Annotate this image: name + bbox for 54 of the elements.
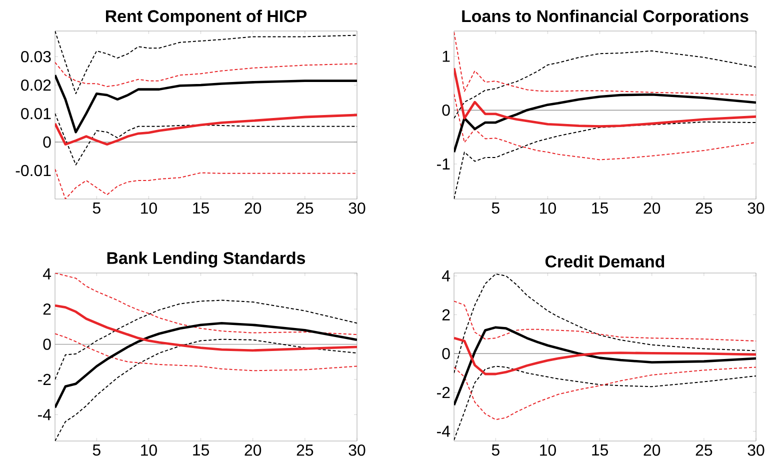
line-series — [454, 366, 756, 441]
x-tick-label: 5 — [492, 202, 500, 214]
y-tick-label: -4 — [437, 426, 450, 437]
x-tick-label: 30 — [348, 444, 366, 456]
y-tick-label: 0.03 — [21, 50, 51, 62]
y-tick-label: 0.02 — [21, 79, 51, 91]
chart-title: Bank Lending Standards — [107, 252, 306, 268]
y-tick-label: 4 — [442, 270, 450, 282]
x-tick-label: 20 — [244, 202, 262, 214]
y-tick-label: -2 — [38, 374, 51, 385]
x-tick-label: 20 — [244, 444, 262, 456]
y-tick-label: 1 — [442, 50, 450, 62]
x-tick-label: 30 — [748, 202, 764, 214]
x-tick-label: 25 — [296, 202, 314, 214]
x-tick-label: 5 — [492, 444, 500, 456]
y-tick-label: 0 — [43, 338, 51, 350]
line-series — [55, 31, 357, 94]
x-tick-label: 15 — [592, 444, 608, 456]
x-tick-label: 30 — [348, 202, 366, 214]
y-tick-label: 2 — [43, 304, 51, 315]
x-tick-label: 10 — [141, 444, 157, 456]
x-tick-label: 30 — [748, 444, 764, 456]
chart-title: Credit Demand — [545, 255, 664, 268]
y-tick-label: 0.01 — [21, 108, 51, 120]
x-tick-label: 5 — [92, 444, 100, 456]
x-tick-label: 25 — [696, 444, 712, 456]
y-tick-label: 0 — [442, 348, 450, 360]
x-tick-label: 10 — [540, 202, 556, 214]
x-tick-label: 15 — [193, 444, 209, 456]
x-tick-label: 5 — [92, 202, 100, 214]
y-tick-label: 0 — [43, 136, 51, 148]
y-tick-label: -1 — [437, 158, 450, 170]
x-tick-label: 15 — [592, 202, 608, 214]
y-tick-label: -0.01 — [16, 164, 51, 176]
line-series — [454, 66, 756, 128]
x-tick-label: 25 — [696, 202, 712, 214]
line-series — [55, 62, 357, 88]
x-tick-label: 10 — [540, 444, 556, 456]
x-tick-label: 25 — [296, 444, 314, 456]
chart-title: Rent Component of HICP — [106, 10, 307, 26]
x-tick-label: 20 — [644, 444, 660, 456]
x-tick-label: 20 — [644, 202, 660, 214]
y-tick-label: -2 — [437, 386, 450, 398]
y-tick-label: 4 — [42, 268, 52, 280]
x-tick-label: 10 — [141, 202, 157, 214]
chart-title: Loans to Nonfinancial Corporations — [462, 10, 748, 26]
line-series — [454, 336, 756, 376]
line-series — [55, 273, 357, 336]
y-tick-label: 0 — [442, 104, 450, 116]
y-tick-label: 2 — [442, 309, 450, 320]
line-series — [454, 32, 756, 96]
line-series — [454, 50, 756, 119]
y-tick-label: -4 — [38, 409, 52, 420]
x-tick-label: 15 — [193, 202, 209, 214]
